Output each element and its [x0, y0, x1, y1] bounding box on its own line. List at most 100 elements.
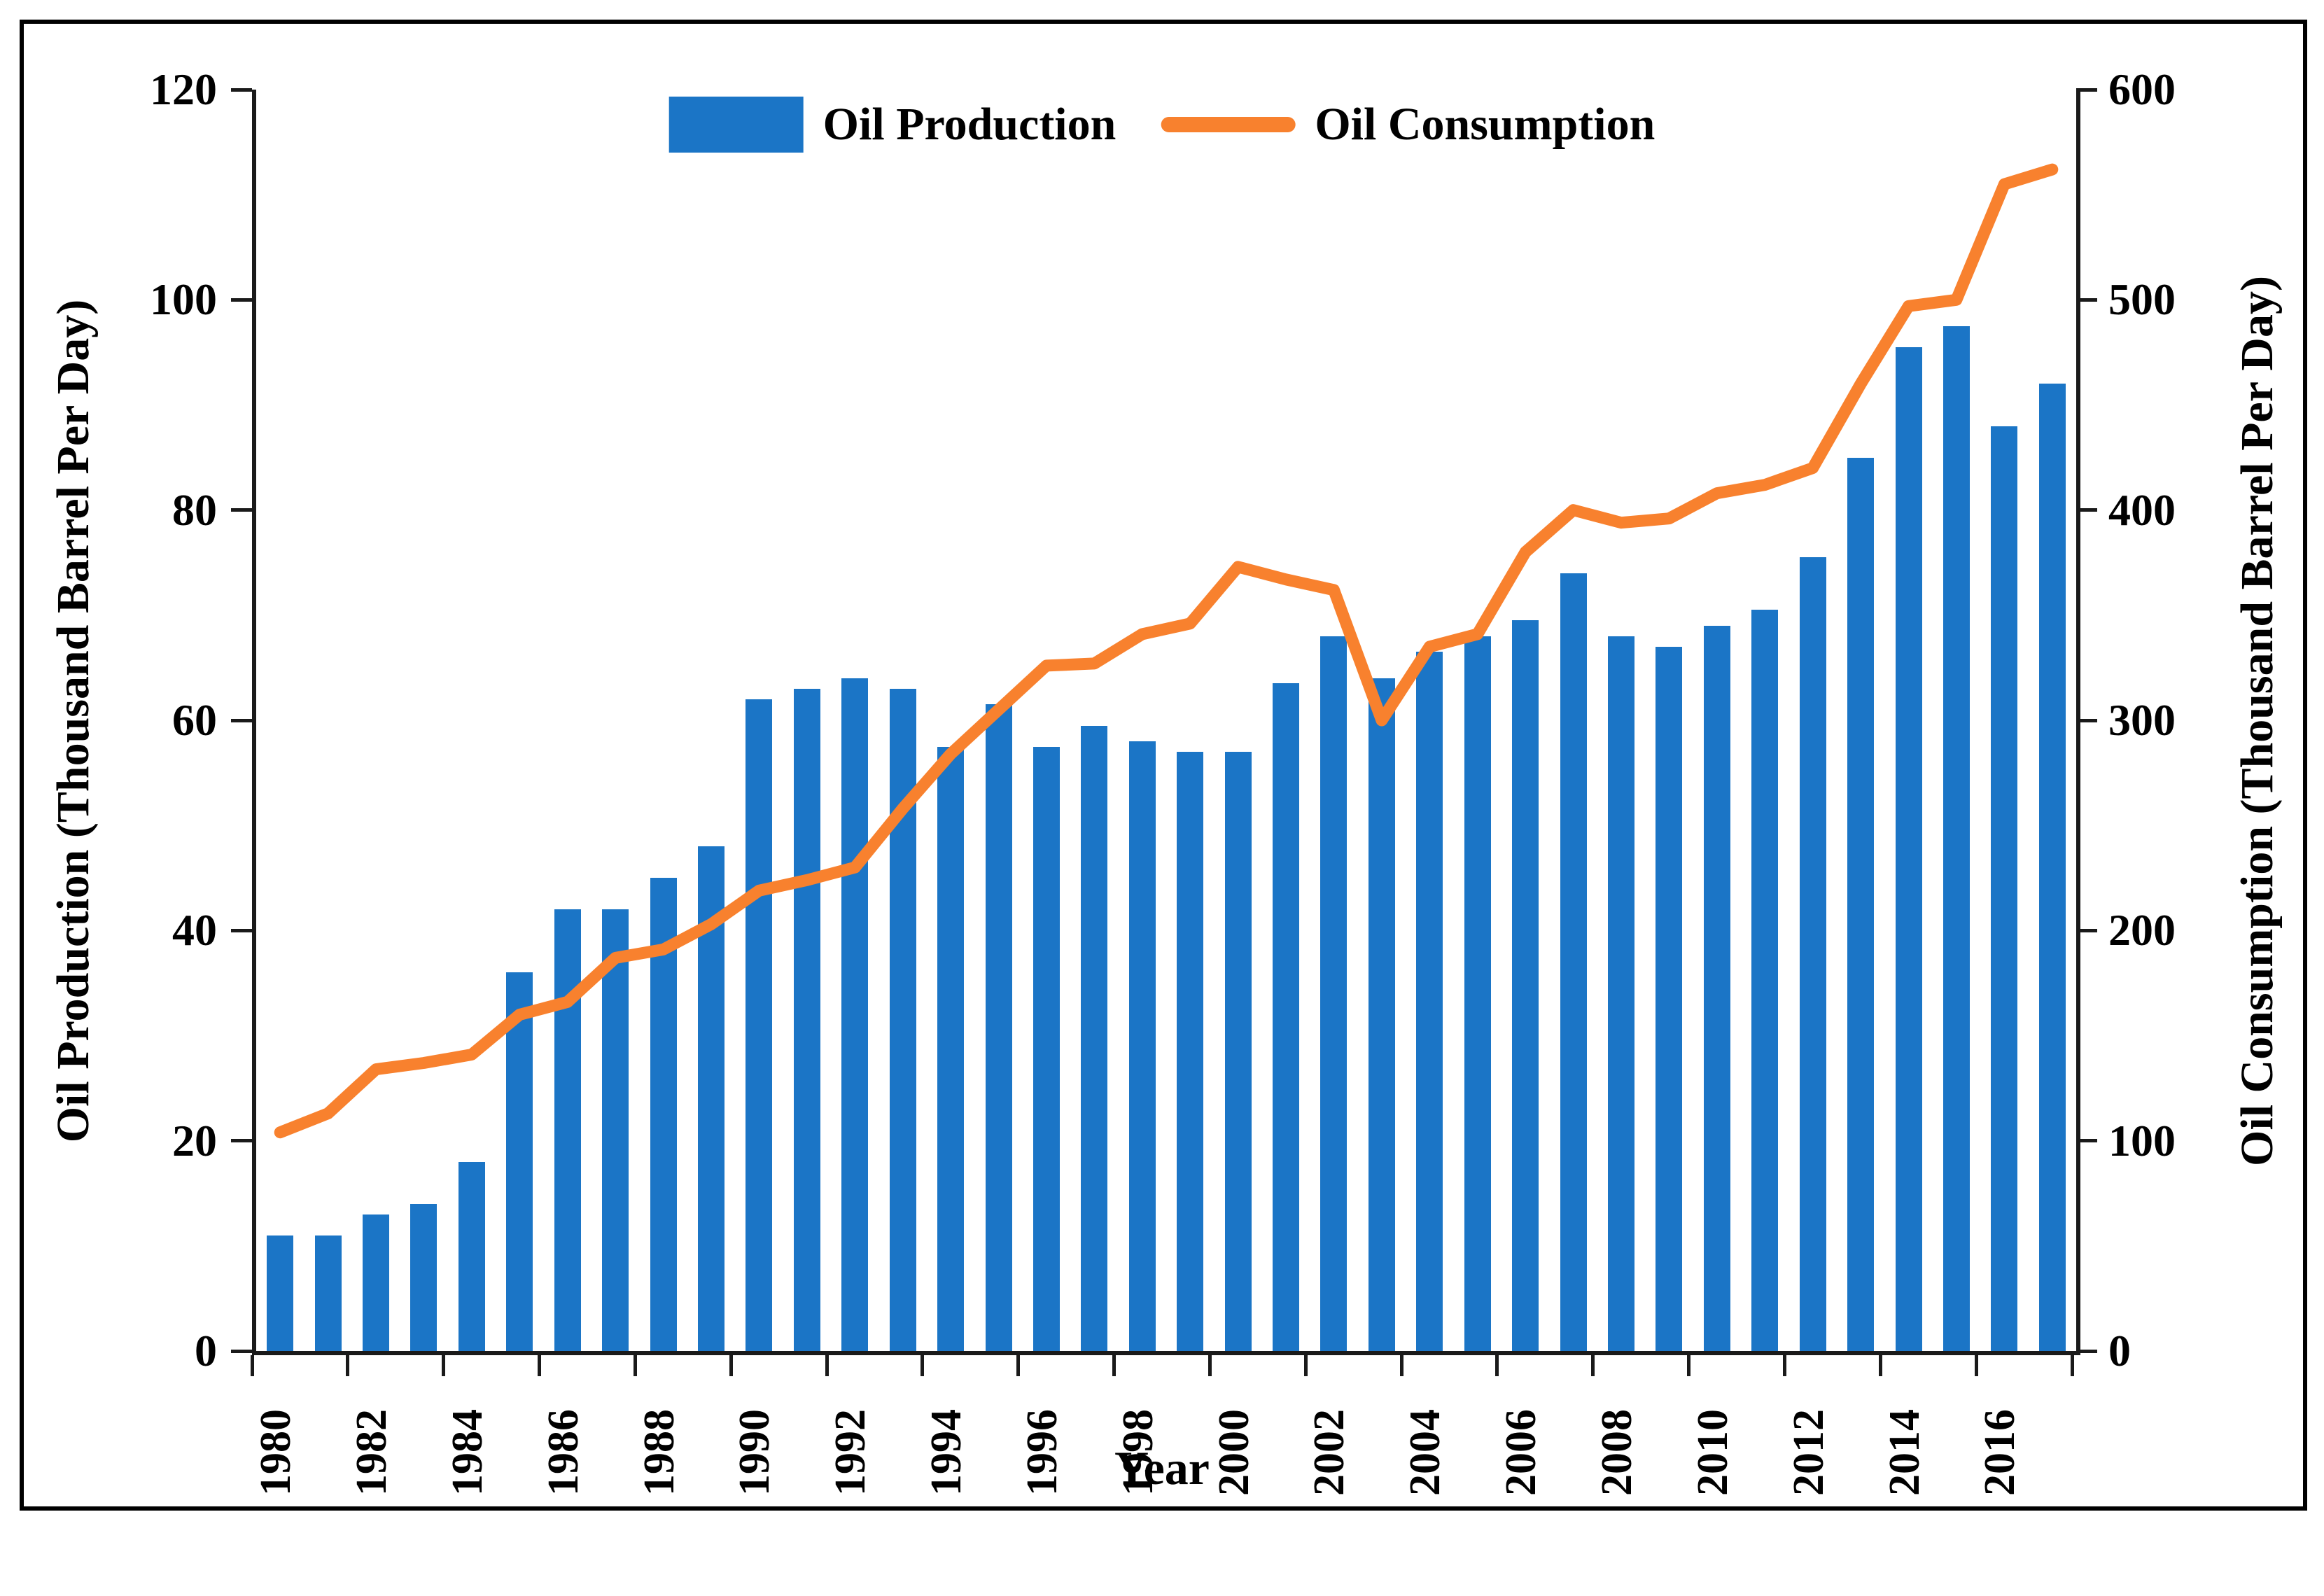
bar-2017	[2039, 384, 2066, 1351]
left-axis-tick-label: 80	[172, 484, 217, 535]
right-axis-tick-label: 300	[2108, 695, 2176, 745]
x-axis-tick	[1016, 1355, 1021, 1376]
x-axis-tick-label: 2010	[1688, 1409, 1737, 1496]
consumption-polyline	[274, 163, 2059, 1139]
legend-item-consumption: Oil Consumption	[1161, 98, 1655, 151]
x-axis-tick	[729, 1355, 733, 1376]
consumption-line	[274, 163, 2059, 1139]
x-axis-tick	[2070, 1355, 2074, 1376]
bar-1980	[267, 1236, 293, 1351]
bar-2014	[1896, 347, 1922, 1351]
left-axis-tick-label: 0	[195, 1326, 217, 1376]
bar-1994	[937, 747, 964, 1351]
bar-2001	[1273, 683, 1299, 1351]
bar-1997	[1081, 726, 1107, 1351]
legend: Oil Production Oil Consumption	[668, 97, 1655, 153]
bar-2011	[1751, 610, 1778, 1351]
x-axis-tick-label: 1980	[252, 1409, 300, 1496]
x-axis-tick-label: 2012	[1784, 1409, 1833, 1496]
right-axis-tick	[2076, 88, 2097, 92]
x-axis-tick-label: 1988	[635, 1409, 683, 1496]
bar-2002	[1320, 636, 1347, 1351]
plot-area	[252, 90, 2080, 1355]
production-swatch-icon	[668, 97, 804, 153]
legend-label-production: Oil Production	[822, 99, 1116, 150]
x-axis-tick-label: 1996	[1018, 1409, 1066, 1496]
x-axis-tick-label: 2014	[1880, 1409, 1928, 1496]
bar-2006	[1512, 620, 1539, 1351]
x-axis-tick-label: 2004	[1401, 1409, 1450, 1496]
chart-frame	[20, 20, 2307, 1511]
x-axis-tick-label: 2008	[1593, 1409, 1641, 1496]
x-axis-tick-label: 1984	[443, 1409, 491, 1496]
bar-2008	[1608, 636, 1634, 1351]
right-axis-tick	[2076, 298, 2097, 302]
bar-1992	[841, 678, 868, 1351]
legend-label-consumption: Oil Consumption	[1315, 99, 1656, 150]
x-axis-tick	[1303, 1355, 1308, 1376]
bar-2003	[1368, 678, 1395, 1351]
right-axis-tick-label: 200	[2108, 905, 2176, 955]
bar-1981	[315, 1236, 342, 1351]
left-axis-tick-label: 120	[150, 64, 217, 114]
bar-1995	[986, 704, 1012, 1351]
x-axis-tick	[825, 1355, 829, 1376]
x-axis-tick	[1495, 1355, 1499, 1376]
left-axis-tick-label: 20	[172, 1115, 217, 1166]
x-axis-tick	[1974, 1355, 1978, 1376]
legend-item-production: Oil Production	[668, 97, 1116, 153]
consumption-swatch-icon	[1161, 117, 1296, 132]
x-axis-tick	[633, 1355, 637, 1376]
right-axis-tick-label: 500	[2108, 274, 2176, 325]
x-axis-tick-label: 2000	[1210, 1409, 1258, 1496]
right-axis-tick	[2076, 928, 2097, 932]
x-axis-tick-label: 2016	[1976, 1409, 2024, 1496]
bar-1991	[794, 689, 820, 1351]
left-axis-tick	[231, 508, 252, 512]
bar-2009	[1656, 647, 1682, 1351]
bar-2000	[1225, 752, 1252, 1351]
left-axis-tick	[231, 928, 252, 932]
x-axis-tick	[442, 1355, 446, 1376]
left-axis-tick	[231, 718, 252, 722]
left-axis-tick-label: 100	[150, 274, 217, 325]
x-axis-tick	[1208, 1355, 1212, 1376]
x-axis-tick	[1687, 1355, 1691, 1376]
bar-1983	[410, 1204, 437, 1351]
left-axis-tick	[231, 1139, 252, 1143]
x-axis-tick	[1878, 1355, 1882, 1376]
bar-2004	[1416, 652, 1443, 1351]
left-axis-tick-label: 40	[172, 905, 217, 955]
bar-2007	[1560, 573, 1587, 1351]
bar-1999	[1177, 752, 1203, 1351]
bar-1982	[363, 1214, 389, 1351]
bar-2010	[1704, 626, 1730, 1351]
bar-2016	[1991, 426, 2017, 1351]
x-axis-tick	[250, 1355, 254, 1376]
x-axis-tick-label: 1986	[539, 1409, 587, 1496]
bar-1986	[554, 909, 581, 1351]
right-axis-tick-label: 600	[2108, 64, 2176, 114]
left-axis-tick	[231, 88, 252, 92]
x-axis-tick-label: 1992	[827, 1409, 875, 1496]
bar-2005	[1464, 636, 1491, 1351]
x-axis-tick	[1782, 1355, 1786, 1376]
left-axis-tick	[231, 298, 252, 302]
right-axis-tick-label: 400	[2108, 484, 2176, 535]
bar-1984	[458, 1162, 485, 1351]
x-axis-tick	[346, 1355, 350, 1376]
x-axis-tick	[1112, 1355, 1116, 1376]
x-axis-tick	[538, 1355, 542, 1376]
x-axis-tick-label: 2002	[1306, 1409, 1354, 1496]
right-axis-tick	[2076, 718, 2097, 722]
x-axis-tick-label: 1990	[731, 1409, 779, 1496]
right-axis-tick	[2076, 1349, 2097, 1353]
right-axis-tick	[2076, 508, 2097, 512]
bar-1998	[1129, 741, 1156, 1351]
bar-2012	[1800, 557, 1826, 1351]
bar-2015	[1943, 326, 1970, 1351]
x-axis-tick	[920, 1355, 925, 1376]
x-axis-tick	[1591, 1355, 1595, 1376]
x-axis-tick-label: 1998	[1114, 1409, 1162, 1496]
